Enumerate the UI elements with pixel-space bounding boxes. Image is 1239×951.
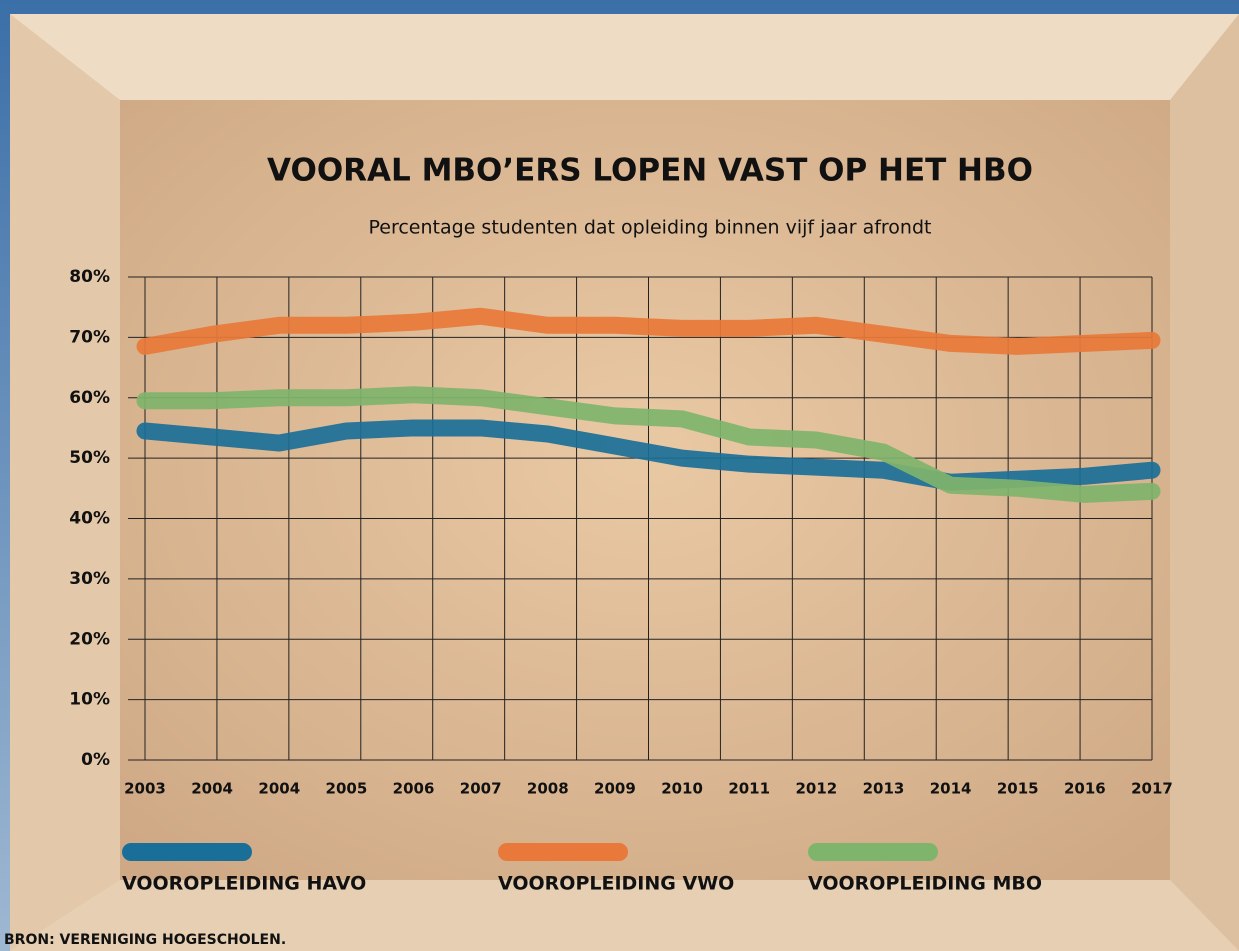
y-tick-label: 30%	[69, 569, 110, 589]
legend-swatch	[498, 843, 628, 861]
y-tick-label: 10%	[69, 690, 110, 710]
x-tick-label: 2012	[795, 780, 837, 798]
y-tick-label: 70%	[69, 327, 110, 347]
y-tick-label: 80%	[69, 267, 110, 287]
x-tick-label: 2009	[594, 780, 636, 798]
x-tick-label: 2007	[460, 780, 502, 798]
x-tick-label: 2004	[191, 780, 233, 798]
x-tick-label: 2003	[124, 780, 166, 798]
legend-swatch	[808, 843, 938, 861]
x-tick-label: 2004	[258, 780, 300, 798]
x-tick-label: 2005	[326, 780, 368, 798]
box-right-wall	[1170, 14, 1239, 951]
y-tick-label: 40%	[69, 509, 110, 529]
chart-title: VOORAL MBO’ERS LOPEN VAST OP HET HBO	[267, 153, 1033, 189]
x-tick-label: 2011	[728, 780, 770, 798]
legend-swatch	[122, 843, 252, 861]
x-tick-label: 2016	[1064, 780, 1106, 798]
x-tick-label: 2006	[393, 780, 435, 798]
source: BRON: VERENIGING HOGESCHOLEN.	[4, 932, 286, 948]
page: VOORAL MBO’ERS LOPEN VAST OP HET HBO Per…	[0, 0, 1239, 951]
x-tick-label: 2017	[1131, 780, 1173, 798]
y-tick-label: 0%	[81, 750, 110, 770]
y-tick-label: 20%	[69, 629, 110, 649]
y-tick-label: 60%	[69, 388, 110, 408]
box-top-wall	[10, 14, 1239, 100]
x-tick-label: 2010	[661, 780, 703, 798]
x-tick-label: 2015	[997, 780, 1039, 798]
x-tick-label: 2008	[527, 780, 569, 798]
x-tick-label: 2013	[863, 780, 905, 798]
x-tick-label: 2014	[930, 780, 972, 798]
legend-label: VOOROPLEIDING MBO	[808, 873, 1042, 895]
legend-label: VOOROPLEIDING VWO	[498, 873, 734, 895]
y-tick-label: 50%	[69, 448, 110, 468]
legend-label: VOOROPLEIDING HAVO	[122, 873, 366, 895]
chart: VOORAL MBO’ERS LOPEN VAST OP HET HBO Per…	[0, 0, 1239, 951]
chart-subtitle: Percentage studenten dat opleiding binne…	[369, 217, 932, 239]
box-left-wall	[10, 14, 120, 951]
